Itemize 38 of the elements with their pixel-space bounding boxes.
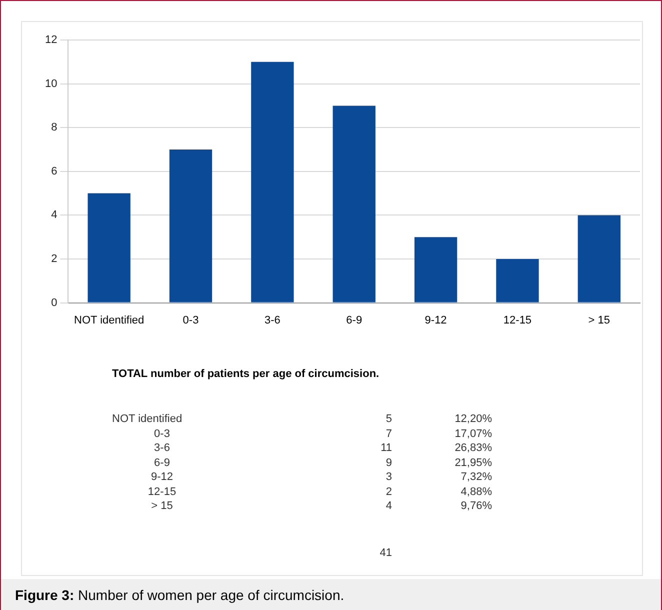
y-tick-label: 4 xyxy=(51,209,58,222)
x-tick-label: 3-6 xyxy=(264,314,280,326)
category-label: NOT identified xyxy=(112,413,182,425)
category-label: 6-9 xyxy=(154,456,170,468)
text: 41 xyxy=(378,547,392,559)
x-tick-label: NOT identified xyxy=(74,314,144,326)
category-label: 12-15 xyxy=(148,486,176,498)
y-tick-label: 10 xyxy=(44,78,58,90)
category-label: 9-12 xyxy=(150,471,174,483)
text: TOTAL number of patients per age of circumcision. xyxy=(112,368,380,380)
category-label: 3-6 xyxy=(154,442,170,454)
x-tick-label: 6-9 xyxy=(346,314,362,326)
text: 21,95% xyxy=(454,456,492,470)
text: 3 xyxy=(384,470,392,484)
text: 4,88% xyxy=(460,484,492,498)
y-tick-label: 0 xyxy=(51,296,58,309)
text: 9 xyxy=(384,456,392,470)
category-label: 0-3 xyxy=(154,428,170,440)
text: 5 xyxy=(384,412,392,426)
text: 17,07% xyxy=(454,426,492,440)
text: 11 xyxy=(380,441,392,455)
category-label: > 15 xyxy=(151,500,173,512)
text: 7 xyxy=(384,426,392,440)
text: 12,20% xyxy=(454,412,492,426)
x-tick-label: 12-15 xyxy=(503,314,532,326)
text: 2 xyxy=(384,484,392,498)
y-tick-label: 6 xyxy=(51,165,58,178)
y-tick-label: 2 xyxy=(51,253,58,266)
y-tick-label: 12 xyxy=(44,34,58,46)
x-tick-label: 9-12 xyxy=(424,314,447,326)
text: 4 xyxy=(384,499,392,513)
caption: Figure 3: Number of women per age of circumcision. xyxy=(1,579,661,610)
x-tick-label: 0-3 xyxy=(182,314,199,326)
x-tick-label: > 15 xyxy=(588,314,610,326)
text: 9,76% xyxy=(460,499,492,513)
text: 26,83% xyxy=(454,441,492,455)
y-tick-label: 8 xyxy=(51,122,58,134)
text: 7,32% xyxy=(460,470,492,484)
